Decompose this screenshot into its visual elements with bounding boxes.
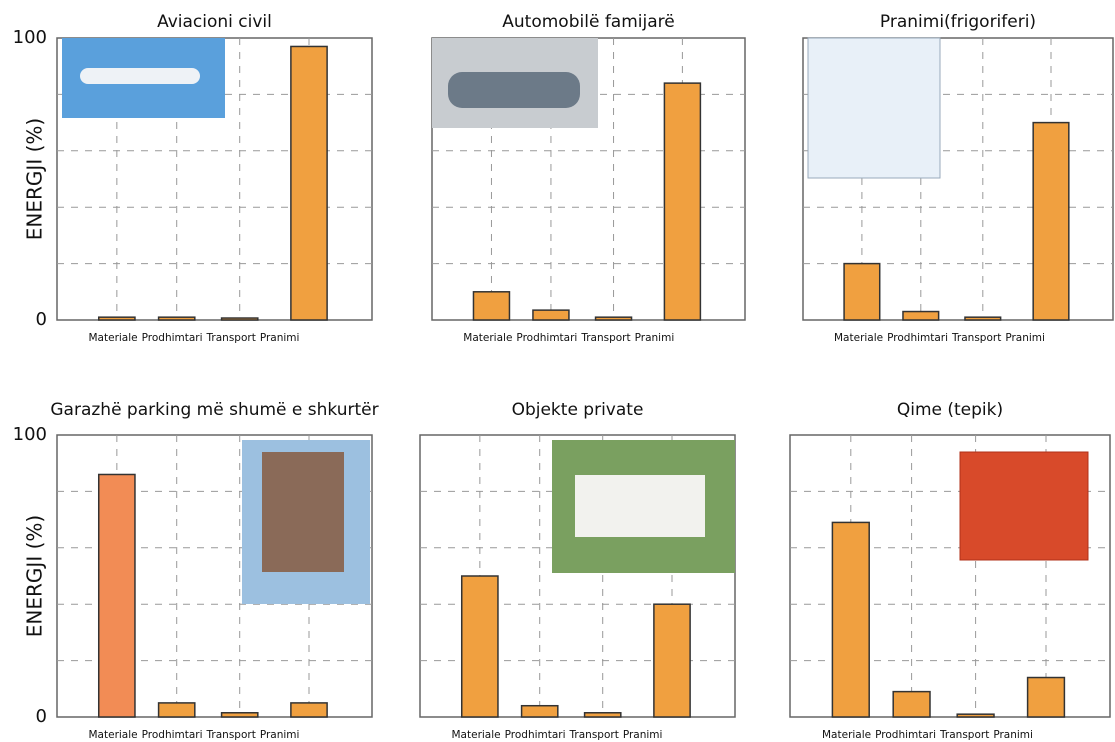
bar	[831, 521, 870, 718]
x-tick-label: Prodhimtari	[875, 729, 936, 741]
bar	[460, 575, 499, 718]
chart-title: Garazhë parking më shumë e shkurtër	[50, 400, 378, 420]
y-axis-label: ENERGJI (%)	[23, 515, 47, 637]
photo-rug	[959, 451, 1089, 561]
x-tick-label: Transport	[939, 729, 989, 741]
x-tick-label: Pranimi	[260, 729, 300, 741]
x-tick-label: Materiale	[452, 729, 501, 741]
x-tick-label: Prodhimtari	[505, 729, 566, 741]
bar	[157, 316, 196, 321]
bar	[97, 316, 136, 321]
bar	[653, 603, 691, 718]
x-tick-label: Materiale	[834, 332, 883, 344]
x-tick-label: Materiale	[463, 332, 512, 344]
bar	[892, 690, 931, 718]
photo-garage-building	[262, 452, 344, 572]
x-tick-label: Prodhimtari	[516, 332, 577, 344]
bar	[594, 316, 633, 321]
x-tick-label: Transport	[951, 332, 1001, 344]
y-axis-label: ENERGJI (%)	[23, 118, 47, 240]
x-tick-label: Prodhimtari	[142, 729, 203, 741]
bar	[1026, 676, 1066, 718]
y-tick-label: 0	[36, 706, 47, 727]
x-tick-label: Pranimi	[635, 332, 675, 344]
bar	[220, 712, 259, 718]
bar	[843, 262, 881, 321]
x-tick-label: Prodhimtari	[887, 332, 948, 344]
x-tick-label: Pranimi	[993, 729, 1033, 741]
x-tick-label: Transport	[206, 729, 256, 741]
bar	[1032, 121, 1070, 321]
bar	[964, 316, 1002, 321]
bar	[583, 712, 622, 718]
bar	[532, 309, 570, 321]
chart-title: Objekte private	[512, 400, 644, 420]
photo-car-body	[448, 72, 580, 108]
x-tick-labels: Materiale Prodhimtari Transport Pranimi	[834, 332, 1045, 344]
panel: Materiale Prodhimtari Transport Pranimi Qime…	[789, 400, 1111, 741]
x-tick-label: Transport	[206, 332, 256, 344]
x-tick-label: Prodhimtari	[142, 332, 203, 344]
bar	[663, 82, 702, 321]
y-tick-label: 0	[36, 309, 47, 330]
x-tick-label: Materiale	[89, 332, 138, 344]
bar	[520, 704, 559, 718]
bar	[97, 473, 136, 718]
x-tick-labels: Materiale Prodhimtari Transport Pranimi	[452, 729, 663, 741]
x-tick-label: Transport	[580, 332, 630, 344]
x-tick-labels: Materiale Prodhimtari Transport Pranimi	[89, 332, 300, 344]
photo-fridge	[807, 37, 941, 179]
chart-title: Aviacioni civil	[157, 12, 272, 32]
bar	[956, 713, 995, 718]
photos	[62, 37, 1089, 604]
x-tick-label: Transport	[569, 729, 619, 741]
bar	[157, 702, 196, 718]
chart-title: Pranimi(frigoriferi)	[880, 12, 1036, 32]
x-tick-label: Pranimi	[1005, 332, 1045, 344]
bar	[290, 702, 328, 718]
bar	[472, 291, 511, 321]
x-tick-label: Materiale	[89, 729, 138, 741]
x-tick-label: Materiale	[822, 729, 871, 741]
y-tick-label: 100	[13, 424, 47, 445]
bar	[902, 310, 940, 321]
photo-house-walls	[575, 475, 705, 537]
x-tick-labels: Materiale Prodhimtari Transport Pranimi	[822, 729, 1033, 741]
photo-plane-body	[80, 68, 200, 84]
bar	[220, 317, 259, 321]
x-tick-label: Pranimi	[260, 332, 300, 344]
x-tick-label: Pranimi	[623, 729, 663, 741]
y-tick-label: 100	[13, 27, 47, 48]
chart-title: Automobilë famijarë	[502, 12, 674, 32]
chart-title: Qime (tepik)	[897, 400, 1003, 420]
x-tick-labels: Materiale Prodhimtari Transport Pranimi	[89, 729, 300, 741]
x-tick-labels: Materiale Prodhimtari Transport Pranimi	[463, 332, 674, 344]
bar	[290, 45, 328, 321]
